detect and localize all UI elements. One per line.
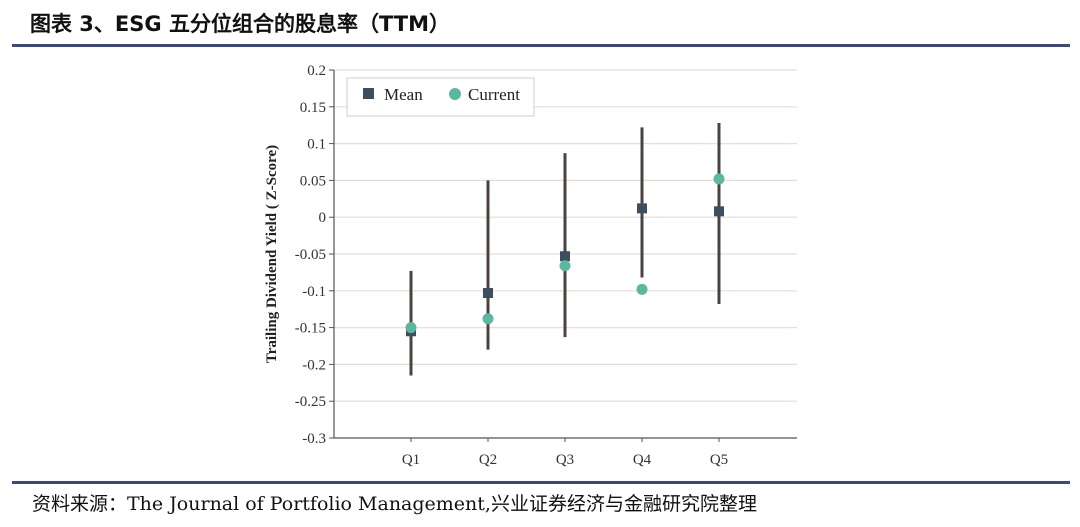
mean-point bbox=[637, 203, 647, 214]
legend: Mean Current bbox=[346, 77, 535, 117]
y-axis-label: Trailing Dividend Yield ( Z-Score) bbox=[264, 145, 280, 363]
axes bbox=[329, 69, 797, 442]
y-tick-label: 0.2 bbox=[307, 63, 326, 79]
x-tick-label: Q5 bbox=[710, 452, 728, 468]
y-tick-label: -0.2 bbox=[302, 357, 326, 373]
legend-box bbox=[346, 77, 535, 117]
y-tick-label: -0.05 bbox=[295, 247, 326, 263]
legend-mean-label: Mean bbox=[384, 85, 423, 104]
mean-point bbox=[483, 288, 493, 299]
current-point bbox=[713, 173, 725, 185]
current-point bbox=[482, 313, 494, 325]
y-tick-labels: 0.2 0.15 0.1 0.05 0 -0.05 -0.1 -0.15 -0.2 -0.25 -0… bbox=[295, 63, 326, 447]
y-tick-label: -0.3 bbox=[302, 431, 326, 447]
current-point bbox=[405, 322, 417, 334]
y-tick-label: 0.05 bbox=[300, 173, 326, 189]
legend-mean-marker bbox=[363, 88, 374, 99]
y-tick-label: -0.15 bbox=[295, 321, 326, 337]
current-point bbox=[559, 260, 571, 272]
x-tick-label: Q2 bbox=[479, 452, 497, 468]
current-point bbox=[636, 283, 648, 295]
x-tick-label: Q4 bbox=[633, 452, 652, 468]
legend-current-label: Current bbox=[468, 85, 520, 104]
y-tick-label: -0.25 bbox=[295, 394, 326, 410]
mean-point bbox=[714, 206, 724, 217]
legend-current-marker bbox=[449, 88, 461, 100]
y-tick-label: 0 bbox=[319, 210, 327, 226]
figure-title: 图表 3、ESG 五分位组合的股息率（TTM） bbox=[30, 12, 450, 36]
y-tick-label: -0.1 bbox=[302, 284, 326, 300]
y-tick-label: 0.15 bbox=[300, 100, 326, 116]
x-tick-label: Q1 bbox=[402, 452, 420, 468]
x-tick-label: Q3 bbox=[556, 452, 574, 468]
y-tick-label: 0.1 bbox=[307, 137, 326, 153]
mean-point bbox=[560, 251, 570, 262]
top-rule bbox=[12, 44, 1070, 47]
x-tick-labels: Q1 Q2 Q3 Q4 Q5 bbox=[402, 452, 728, 468]
bottom-rule bbox=[12, 481, 1070, 484]
data-points bbox=[405, 173, 725, 337]
source-note: 资料来源：The Journal of Portfolio Management… bbox=[32, 493, 757, 515]
